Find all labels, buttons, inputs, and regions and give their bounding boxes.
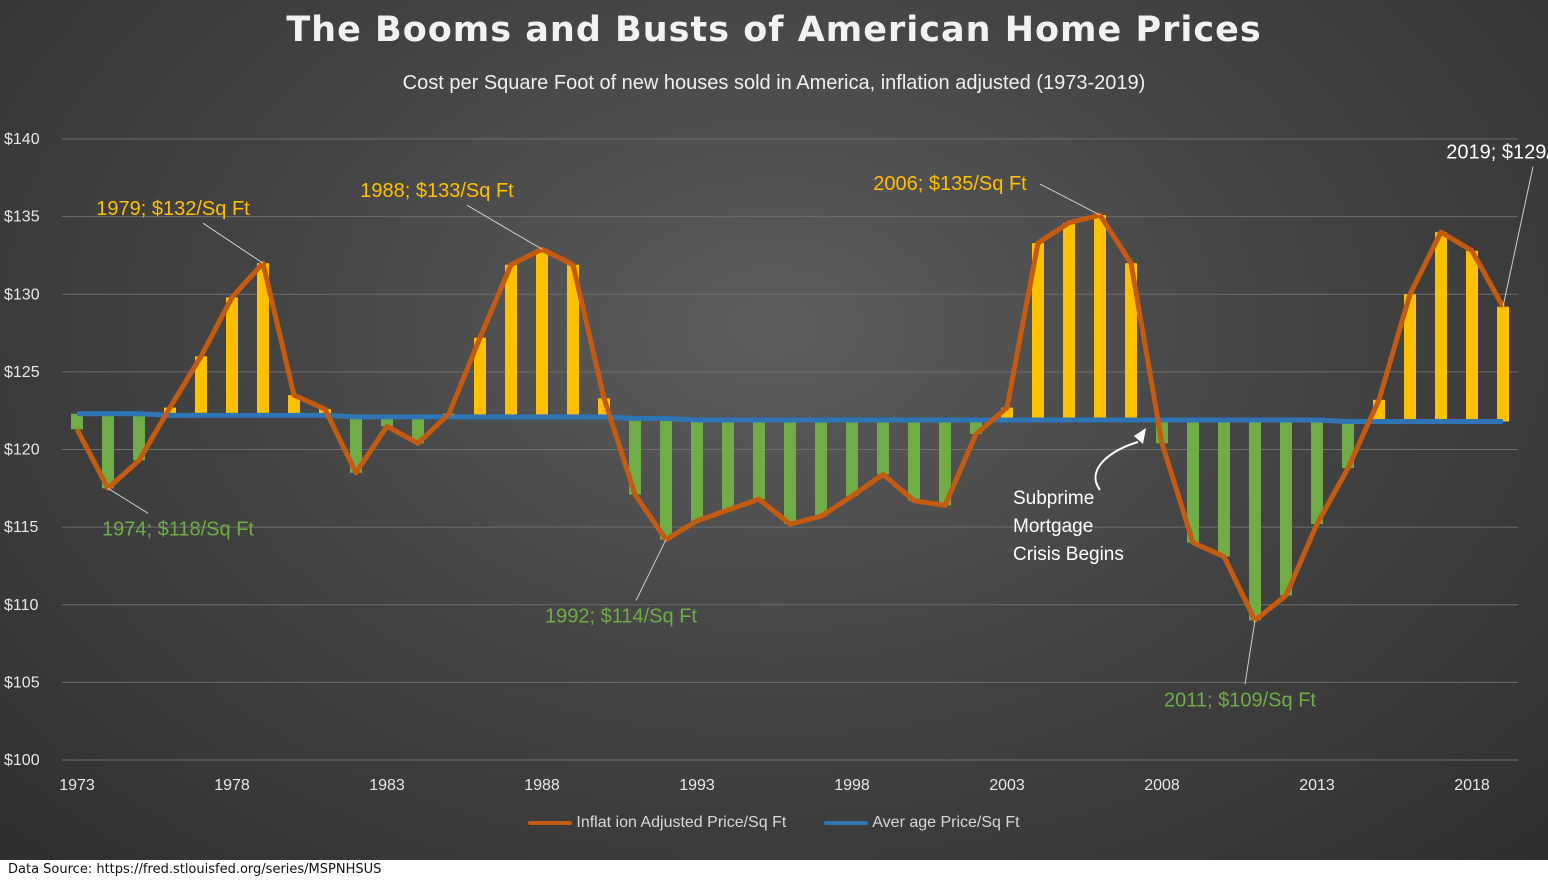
crisis-arrowhead: [1134, 428, 1146, 444]
bar-above-average: [1435, 232, 1447, 422]
bar-below-average: [381, 416, 393, 427]
bar-above-average: [1032, 243, 1044, 421]
bar-above-average: [1404, 294, 1416, 422]
annotation-label: 1992; $114/Sq Ft: [545, 606, 697, 628]
bar-below-average: [691, 420, 703, 521]
annotation-connector: [1502, 166, 1534, 307]
crisis-note-line: Mortgage: [1013, 516, 1093, 537]
chart-plot: $100 $105 $110 $115 $120 $125 $130 $135 $140 1973…: [4, 131, 1548, 794]
bar-above-average: [1094, 215, 1106, 421]
y-tick-label: $135: [4, 209, 40, 226]
y-tick-label: $115: [4, 519, 39, 536]
series-line-price: [74, 212, 1506, 623]
series-line-average: [77, 411, 1503, 425]
y-tick-label: $125: [4, 364, 40, 381]
bar-below-average: [629, 418, 641, 495]
annotation-label: 1974; $118/Sq Ft: [102, 518, 254, 540]
annotation-connector: [202, 222, 264, 264]
legend-item-price: Inflat ion Adjusted Price/Sq Ft: [528, 814, 786, 832]
y-tick-label: $120: [4, 442, 40, 459]
annotation-connector: [466, 204, 543, 250]
bar-below-average: [939, 420, 951, 506]
legend-swatch-average: [824, 821, 869, 825]
bar-below-average: [753, 420, 765, 500]
bar-below-average: [133, 413, 145, 461]
annotation-connector: [1244, 620, 1256, 685]
bar-below-average: [1311, 420, 1323, 525]
legend-swatch-price: [528, 821, 573, 825]
annotation-connector: [107, 487, 149, 514]
y-tick-label: $100: [4, 752, 40, 769]
chart-area: The Booms and Busts of American Home Pri…: [0, 0, 1548, 860]
bar-above-average: [474, 337, 486, 417]
annotation-label: 2019; $129/Sq Ft: [1446, 142, 1548, 164]
bar-below-average: [350, 416, 362, 473]
y-tick-label: $110: [4, 597, 39, 614]
annotation-connector: [635, 539, 667, 601]
y-tick-label: $140: [4, 131, 40, 148]
bar-below-average: [71, 413, 83, 430]
chart-legend: Inflat ion Adjusted Price/Sq Ft Aver age…: [0, 814, 1548, 832]
crisis-arrow: [1094, 441, 1139, 491]
bar-below-average: [784, 420, 796, 525]
bar-above-average: [195, 356, 207, 416]
bar-below-average: [412, 416, 424, 444]
bar-below-average: [660, 418, 672, 540]
x-tick-label: 1983: [369, 777, 405, 794]
bar-below-average: [908, 420, 920, 501]
bar-below-average: [722, 420, 734, 511]
x-tick-label: 1973: [59, 777, 95, 794]
annotation-connector: [1039, 183, 1101, 216]
x-tick-label: 2008: [1144, 777, 1180, 794]
data-source-note: Data Source: https://fred.stlouisfed.org…: [8, 862, 382, 877]
bar-below-average: [1218, 420, 1230, 557]
bar-below-average: [1280, 420, 1292, 596]
crisis-note-line: Subprime: [1013, 488, 1094, 509]
legend-item-average: Aver age Price/Sq Ft: [824, 814, 1020, 832]
x-tick-label: 1988: [524, 777, 560, 794]
annotation-label: 2011; $109/Sq Ft: [1164, 689, 1316, 711]
bar-above-average: [1063, 222, 1075, 421]
x-tick-label: 2013: [1299, 777, 1335, 794]
bar-below-average: [877, 420, 889, 475]
annotation-label: 2006; $135/Sq Ft: [873, 173, 1027, 195]
bar-below-average: [1249, 420, 1261, 621]
y-tick-label: $130: [4, 286, 40, 303]
legend-label-price: Inflat ion Adjusted Price/Sq Ft: [576, 814, 787, 831]
bar-below-average: [102, 413, 114, 489]
bar-above-average: [1497, 306, 1509, 422]
annotation-label: 1979; $132/Sq Ft: [96, 198, 250, 220]
x-tick-label: 2003: [989, 777, 1025, 794]
bar-above-average: [567, 264, 579, 417]
bar-above-average: [1125, 263, 1137, 421]
bar-below-average: [1187, 420, 1199, 543]
bar-above-average: [226, 297, 238, 416]
bar-above-average: [536, 249, 548, 417]
x-tick-label: 1998: [834, 777, 870, 794]
bar-below-average: [846, 420, 858, 497]
annotation-label: 1988; $133/Sq Ft: [360, 180, 514, 202]
bar-below-average: [815, 420, 827, 517]
chart-subtitle: Cost per Square Foot of new houses sold …: [402, 72, 1146, 94]
legend-label-average: Aver age Price/Sq Ft: [872, 814, 1020, 831]
y-tick-label: $105: [4, 674, 40, 691]
x-tick-label: 1978: [214, 777, 250, 794]
bar-above-average: [505, 264, 517, 417]
x-tick-label: 2018: [1454, 777, 1490, 794]
bar-above-average: [1466, 250, 1478, 422]
chart-title: The Booms and Busts of American Home Pri…: [286, 10, 1262, 50]
crisis-note-line: Crisis Begins: [1013, 544, 1124, 565]
x-tick-label: 1993: [679, 777, 715, 794]
bar-above-average: [288, 395, 300, 416]
bar-above-average: [257, 263, 269, 416]
